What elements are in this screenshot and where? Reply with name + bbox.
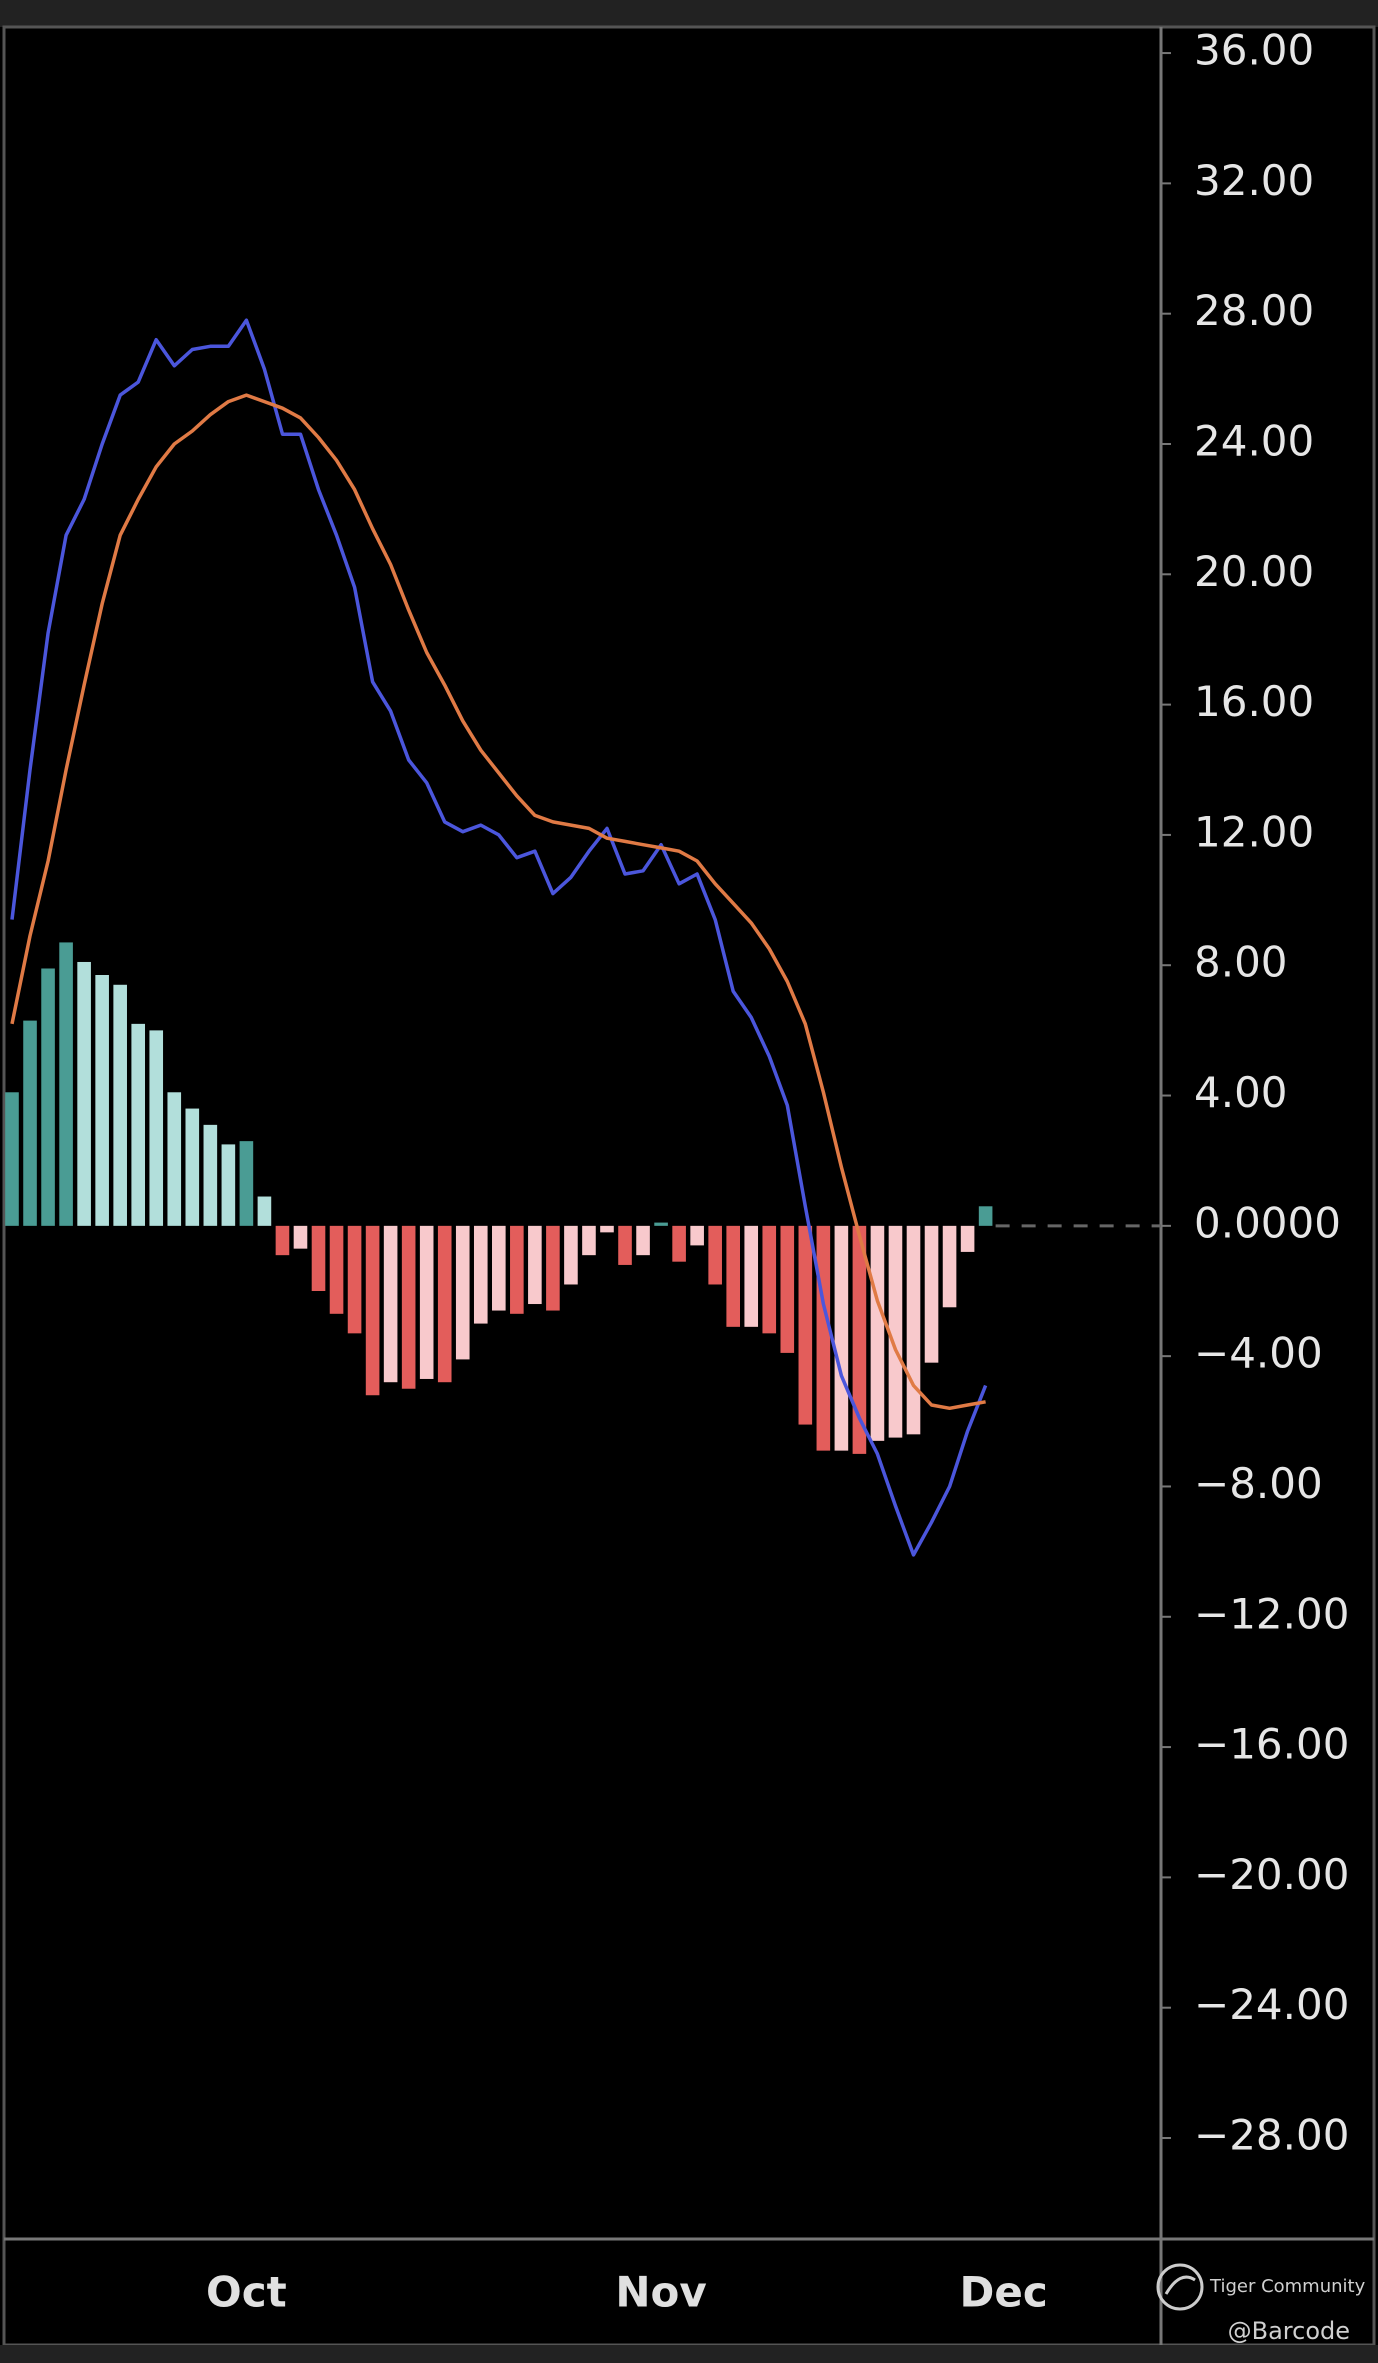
histogram-bar	[473, 1225, 488, 1324]
histogram-bar	[942, 1225, 957, 1308]
histogram-bar	[528, 1225, 542, 1305]
histogram-bar	[870, 1225, 885, 1441]
histogram-bar	[41, 968, 55, 1226]
y-tick-label: 4.00	[1194, 1068, 1288, 1117]
histogram-bar	[618, 1225, 632, 1265]
histogram-bar	[383, 1225, 398, 1383]
histogram-bar	[221, 1144, 236, 1226]
bottom-bar	[0, 2345, 1378, 2363]
histogram-bar	[978, 1206, 993, 1226]
x-tick-label: Nov	[615, 2268, 706, 2317]
histogram-bar	[924, 1225, 939, 1363]
histogram-bar	[654, 1222, 668, 1226]
line	[10, 318, 988, 1557]
histogram-bar	[510, 1225, 524, 1314]
histogram-bar	[59, 942, 73, 1226]
histogram-bar	[275, 1225, 290, 1256]
histogram-bar	[5, 1092, 19, 1226]
histogram-bar	[780, 1225, 795, 1353]
histogram-bar	[77, 961, 91, 1226]
histogram-bar	[852, 1225, 867, 1454]
histogram-bar	[293, 1225, 308, 1249]
y-tick-label: 24.00	[1194, 416, 1314, 465]
x-tick-label: Oct	[206, 2268, 287, 2317]
histogram-bar	[239, 1141, 254, 1226]
histogram-bar	[762, 1225, 777, 1334]
histogram-bar	[888, 1225, 903, 1438]
histogram-bar	[437, 1225, 452, 1383]
histogram-bar	[600, 1225, 614, 1233]
histogram-bar	[455, 1225, 470, 1360]
histogram-bar	[690, 1225, 704, 1246]
histogram-bar	[95, 975, 109, 1226]
histogram-bar	[708, 1225, 722, 1285]
histogram-bar	[960, 1225, 975, 1252]
y-tick-label: −16.00	[1194, 1720, 1349, 1769]
histogram-bar	[167, 1092, 182, 1226]
histogram-bar	[365, 1225, 380, 1396]
watermark-user: @Barcode	[1228, 2317, 1350, 2345]
histogram-bar	[546, 1225, 560, 1311]
histogram-bar	[347, 1225, 362, 1334]
histogram-bar	[419, 1225, 434, 1379]
y-tick-label: −24.00	[1194, 1980, 1349, 2029]
histogram-bar	[636, 1225, 650, 1256]
y-tick-label: −8.00	[1194, 1459, 1323, 1508]
histogram-bar	[257, 1196, 272, 1226]
histogram-bar	[23, 1020, 37, 1226]
histogram-bar	[185, 1108, 200, 1226]
histogram-bar	[492, 1225, 506, 1311]
y-tick-label: 20.00	[1194, 547, 1314, 596]
y-tick-label: 8.00	[1194, 938, 1288, 987]
histogram-bar	[149, 1030, 164, 1226]
histogram-bar	[582, 1225, 596, 1256]
histogram-bar	[816, 1225, 831, 1451]
y-tick-label: −28.00	[1194, 2111, 1349, 2160]
top-bar	[0, 0, 1378, 27]
watermark-brand: Tiger Community	[1209, 2276, 1366, 2297]
histogram-bar	[401, 1225, 416, 1389]
y-tick-label: 28.00	[1194, 286, 1314, 335]
histogram-bar	[113, 984, 127, 1226]
histogram-bar	[906, 1225, 921, 1435]
histogram-bar	[672, 1225, 686, 1262]
histogram-bar	[311, 1225, 326, 1291]
histogram-bar	[131, 1023, 146, 1226]
x-tick-label: Dec	[960, 2268, 1048, 2317]
y-tick-label: 32.00	[1194, 156, 1314, 205]
histogram-bar	[744, 1225, 759, 1327]
y-tick-label: 12.00	[1194, 807, 1314, 856]
y-tick-label: 36.00	[1194, 26, 1314, 75]
histogram-bar	[726, 1225, 740, 1327]
histogram-bar	[564, 1225, 578, 1285]
y-tick-label: −4.00	[1194, 1329, 1323, 1378]
y-tick-label: 16.00	[1194, 677, 1314, 726]
y-tick-label: 0.0000	[1194, 1198, 1341, 1247]
line	[10, 393, 986, 1411]
histogram-bar	[834, 1225, 849, 1451]
y-tick-label: −20.00	[1194, 1850, 1349, 1899]
histogram-bar	[798, 1225, 813, 1425]
watermark-logo	[1156, 2263, 1204, 2311]
histogram-bar	[329, 1225, 344, 1314]
histogram-bar	[203, 1124, 218, 1226]
y-tick-label: −12.00	[1194, 1589, 1349, 1638]
